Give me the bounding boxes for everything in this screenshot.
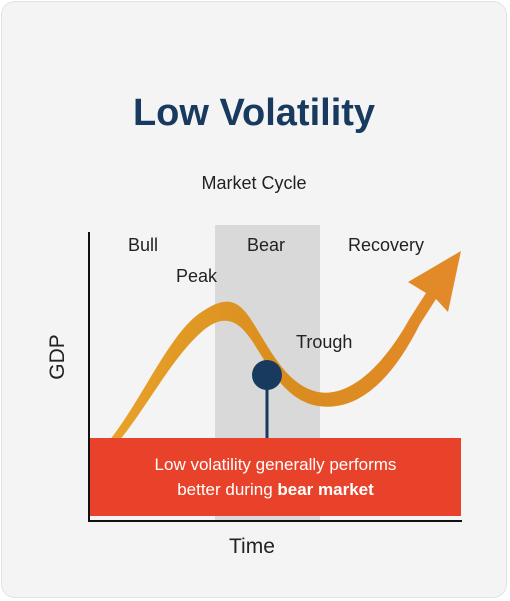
callout-line-2: better during bear market	[177, 477, 374, 502]
callout-emphasis: bear market	[277, 480, 374, 499]
callout-box: Low volatility generally performs better…	[90, 438, 461, 516]
y-axis-label: GDP	[46, 334, 69, 380]
callout-line-1: Low volatility generally performs	[154, 455, 397, 474]
diagram-subtitle: Market Cycle	[201, 173, 307, 193]
trough-marker-dot	[252, 360, 282, 390]
x-axis-label: Time	[229, 535, 275, 558]
trough-label: Trough	[296, 332, 353, 352]
peak-label: Peak	[176, 266, 218, 286]
phase-label-bear: Bear	[247, 235, 286, 255]
page-title: Low Volatility	[132, 92, 376, 134]
phase-label-recovery: Recovery	[348, 235, 425, 255]
phase-label-bull: Bull	[128, 235, 159, 255]
callout-line-2-text: better during	[177, 480, 278, 499]
gdp-curve	[104, 251, 461, 447]
